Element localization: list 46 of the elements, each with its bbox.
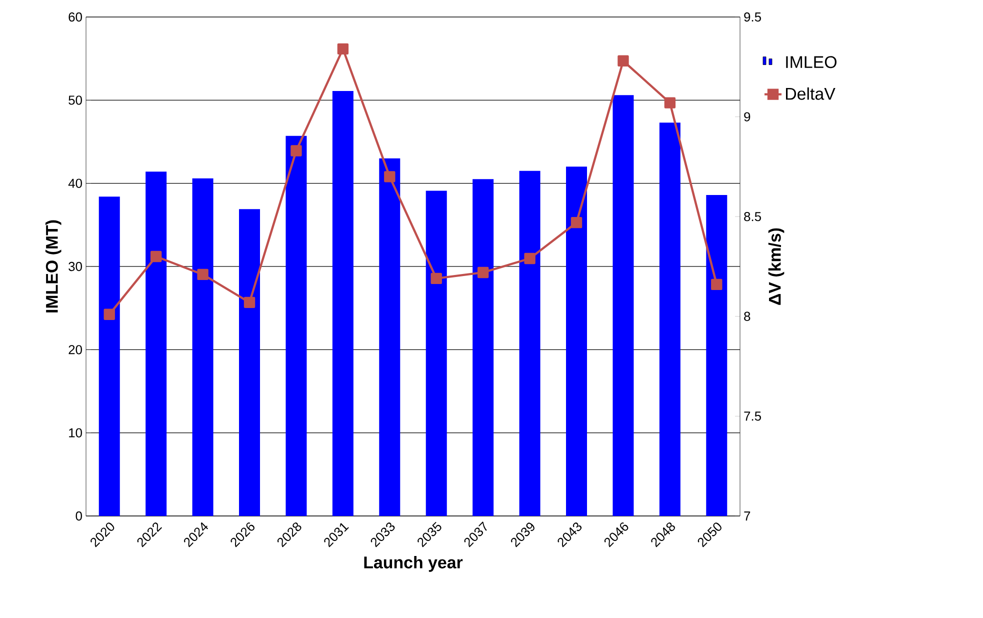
point bbox=[337, 43, 349, 55]
y-tick-label: 60 bbox=[68, 12, 82, 22]
point bbox=[430, 272, 442, 284]
y-tick-label: 10 bbox=[69, 428, 82, 438]
bar bbox=[146, 172, 167, 516]
point bbox=[150, 250, 162, 262]
y-tick-label: 20 bbox=[68, 345, 82, 354]
bar bbox=[332, 91, 354, 516]
y-axis-title: IMLEO (MT) bbox=[45, 220, 62, 312]
y2-tick-label: 8 bbox=[744, 312, 750, 321]
bar bbox=[239, 209, 260, 516]
legend-label: IMLEO bbox=[786, 56, 836, 68]
point bbox=[618, 55, 629, 66]
point bbox=[290, 145, 302, 156]
y2-tick-label: 7.5 bbox=[744, 412, 761, 421]
x-axis-title: Launch year bbox=[364, 556, 463, 572]
bar bbox=[192, 178, 214, 516]
point bbox=[664, 97, 676, 108]
y2-tick-label: 8.5 bbox=[744, 212, 761, 222]
point bbox=[104, 308, 115, 320]
point bbox=[197, 268, 208, 280]
bar bbox=[659, 122, 680, 516]
point bbox=[524, 252, 536, 264]
bar bbox=[519, 170, 540, 516]
y2-tick-label: 9 bbox=[744, 112, 750, 122]
y2-tick-label: 9.5 bbox=[744, 12, 761, 22]
bar bbox=[472, 179, 494, 516]
y-tick-label: 30 bbox=[68, 262, 82, 272]
point bbox=[711, 278, 722, 290]
bar bbox=[612, 95, 634, 516]
legend-label: DeltaV bbox=[786, 87, 836, 100]
y2-axis-title: ΔV (km/s) bbox=[768, 228, 784, 305]
bar bbox=[286, 136, 307, 516]
bar bbox=[566, 166, 588, 516]
y-tick-label: 50 bbox=[68, 96, 82, 105]
point bbox=[384, 171, 396, 182]
bar bbox=[379, 158, 400, 516]
y-tick-label: 0 bbox=[76, 511, 82, 521]
bar bbox=[706, 194, 728, 516]
bar bbox=[426, 190, 447, 516]
point bbox=[244, 296, 256, 308]
bar bbox=[98, 196, 120, 516]
point bbox=[570, 216, 582, 228]
point bbox=[477, 266, 489, 278]
y2-tick-label: 7 bbox=[744, 512, 750, 520]
y-tick-label: 40 bbox=[68, 178, 82, 188]
